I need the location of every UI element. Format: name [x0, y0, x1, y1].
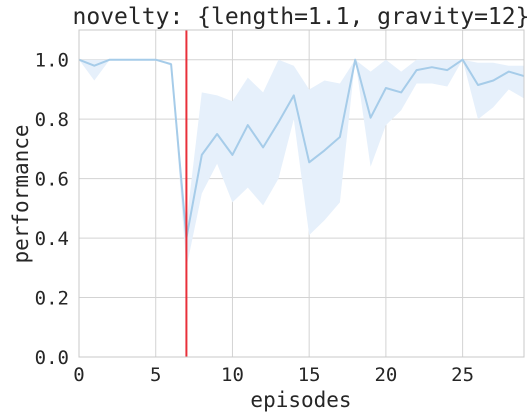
x-tick-label: 15	[298, 364, 321, 386]
y-axis-label: performance	[9, 124, 33, 263]
y-tick-label: 0.6	[35, 169, 69, 191]
x-tick-label: 0	[73, 364, 84, 386]
y-tick-label: 1.0	[35, 50, 69, 72]
y-tick-label: 0.2	[35, 288, 69, 310]
chart-title: novelty: {length=1.1, gravity=12}	[73, 4, 530, 30]
x-tick-label: 25	[451, 364, 474, 386]
x-tick-label: 5	[150, 364, 161, 386]
y-tick-labels: 0.0 0.2 0.4 0.6 0.8 1.0	[35, 50, 69, 369]
x-tick-label: 20	[374, 364, 397, 386]
x-axis-label: episodes	[250, 388, 351, 412]
y-tick-label: 0.0	[35, 347, 69, 369]
x-tick-label: 10	[221, 364, 244, 386]
series-line-performance	[78, 58, 525, 240]
y-tick-label: 0.4	[35, 228, 69, 250]
x-tick-labels: 0 5 10 15 20 25	[73, 364, 474, 386]
y-tick-label: 0.8	[35, 109, 69, 131]
plot-frame	[78, 29, 525, 358]
